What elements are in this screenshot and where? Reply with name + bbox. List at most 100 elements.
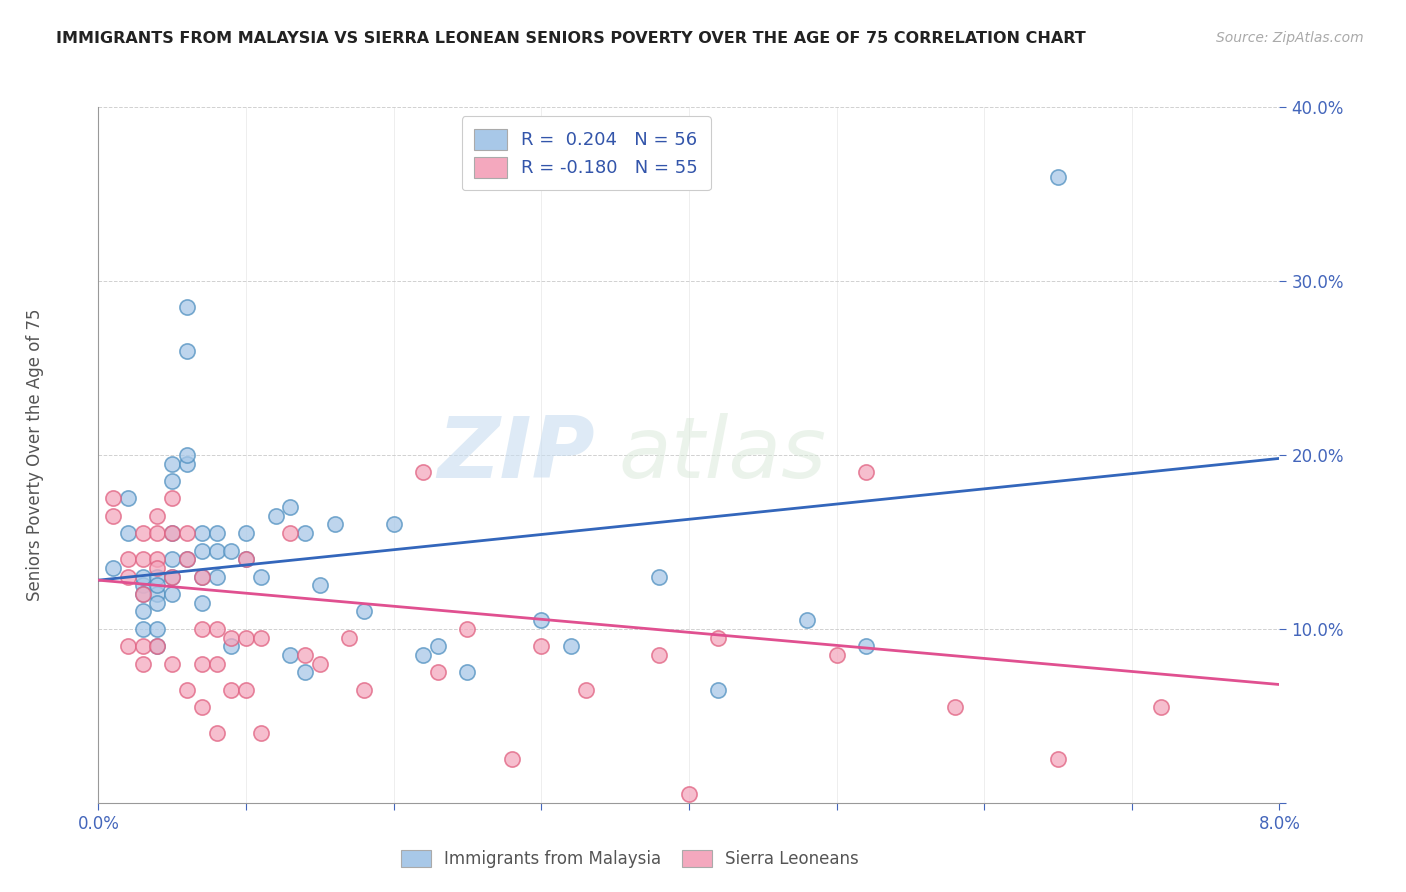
- Point: [205, 526, 228, 541]
- Point: [219, 639, 242, 653]
- Point: [191, 622, 214, 636]
- Point: [530, 639, 553, 653]
- Point: [250, 726, 273, 740]
- Point: [191, 570, 214, 584]
- Text: ZIP: ZIP: [437, 413, 595, 497]
- Point: [1150, 700, 1173, 714]
- Point: [353, 682, 375, 697]
- Point: [117, 639, 139, 653]
- Point: [205, 622, 228, 636]
- Point: [132, 605, 155, 619]
- Point: [162, 474, 183, 488]
- Point: [103, 508, 124, 523]
- Point: [501, 752, 523, 766]
- Point: [117, 570, 139, 584]
- Point: [1046, 752, 1069, 766]
- Point: [191, 570, 214, 584]
- Point: [146, 639, 169, 653]
- Point: [855, 466, 877, 480]
- Point: [353, 605, 375, 619]
- Point: [146, 561, 169, 575]
- Point: [132, 578, 155, 592]
- Point: [176, 552, 198, 566]
- Point: [235, 631, 257, 645]
- Point: [146, 526, 169, 541]
- Point: [412, 466, 434, 480]
- Point: [648, 570, 671, 584]
- Point: [412, 648, 434, 662]
- Point: [176, 526, 198, 541]
- Point: [132, 552, 155, 566]
- Point: [162, 570, 183, 584]
- Point: [707, 682, 730, 697]
- Point: [678, 787, 700, 801]
- Point: [825, 648, 848, 662]
- Point: [162, 526, 183, 541]
- Point: [278, 500, 301, 514]
- Text: atlas: atlas: [619, 413, 827, 497]
- Point: [560, 639, 582, 653]
- Point: [574, 682, 596, 697]
- Point: [117, 552, 139, 566]
- Point: [278, 526, 301, 541]
- Point: [146, 587, 169, 601]
- Point: [132, 570, 155, 584]
- Point: [235, 552, 257, 566]
- Point: [162, 526, 183, 541]
- Point: [146, 639, 169, 653]
- Point: [191, 596, 214, 610]
- Point: [176, 343, 198, 358]
- Point: [132, 622, 155, 636]
- Point: [176, 300, 198, 314]
- Point: [294, 526, 316, 541]
- Point: [205, 657, 228, 671]
- Point: [1046, 169, 1069, 184]
- Point: [191, 657, 214, 671]
- Point: [162, 587, 183, 601]
- Point: [294, 665, 316, 680]
- Point: [205, 726, 228, 740]
- Point: [146, 552, 169, 566]
- Point: [530, 613, 553, 627]
- Point: [337, 631, 360, 645]
- Point: [219, 631, 242, 645]
- Point: [117, 491, 139, 506]
- Text: Seniors Poverty Over the Age of 75: Seniors Poverty Over the Age of 75: [27, 309, 44, 601]
- Point: [132, 639, 155, 653]
- Point: [943, 700, 966, 714]
- Point: [426, 665, 449, 680]
- Point: [132, 587, 155, 601]
- Text: Source: ZipAtlas.com: Source: ZipAtlas.com: [1216, 31, 1364, 45]
- Point: [162, 552, 183, 566]
- Point: [176, 682, 198, 697]
- Point: [132, 526, 155, 541]
- Point: [176, 457, 198, 471]
- Point: [219, 543, 242, 558]
- Point: [294, 648, 316, 662]
- Legend: Immigrants from Malaysia, Sierra Leoneans: Immigrants from Malaysia, Sierra Leonean…: [395, 843, 865, 874]
- Point: [219, 682, 242, 697]
- Text: IMMIGRANTS FROM MALAYSIA VS SIERRA LEONEAN SENIORS POVERTY OVER THE AGE OF 75 CO: IMMIGRANTS FROM MALAYSIA VS SIERRA LEONE…: [56, 31, 1085, 46]
- Point: [382, 517, 405, 532]
- Point: [162, 457, 183, 471]
- Point: [235, 682, 257, 697]
- Point: [855, 639, 877, 653]
- Point: [146, 622, 169, 636]
- Point: [146, 570, 169, 584]
- Point: [205, 570, 228, 584]
- Point: [648, 648, 671, 662]
- Point: [103, 561, 124, 575]
- Point: [264, 508, 287, 523]
- Point: [176, 448, 198, 462]
- Point: [796, 613, 818, 627]
- Point: [132, 587, 155, 601]
- Point: [146, 508, 169, 523]
- Point: [117, 526, 139, 541]
- Point: [707, 631, 730, 645]
- Point: [162, 491, 183, 506]
- Point: [250, 570, 273, 584]
- Point: [278, 648, 301, 662]
- Point: [250, 631, 273, 645]
- Point: [426, 639, 449, 653]
- Point: [162, 570, 183, 584]
